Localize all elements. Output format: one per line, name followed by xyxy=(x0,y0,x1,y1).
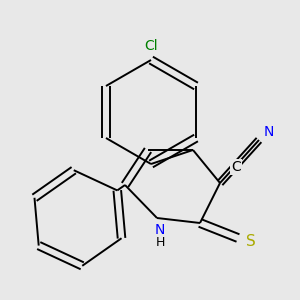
Text: S: S xyxy=(246,233,256,248)
Text: Cl: Cl xyxy=(144,39,158,53)
Text: H: H xyxy=(155,236,165,248)
Text: N: N xyxy=(155,223,165,237)
Text: C: C xyxy=(231,160,241,174)
Text: N: N xyxy=(264,125,274,139)
